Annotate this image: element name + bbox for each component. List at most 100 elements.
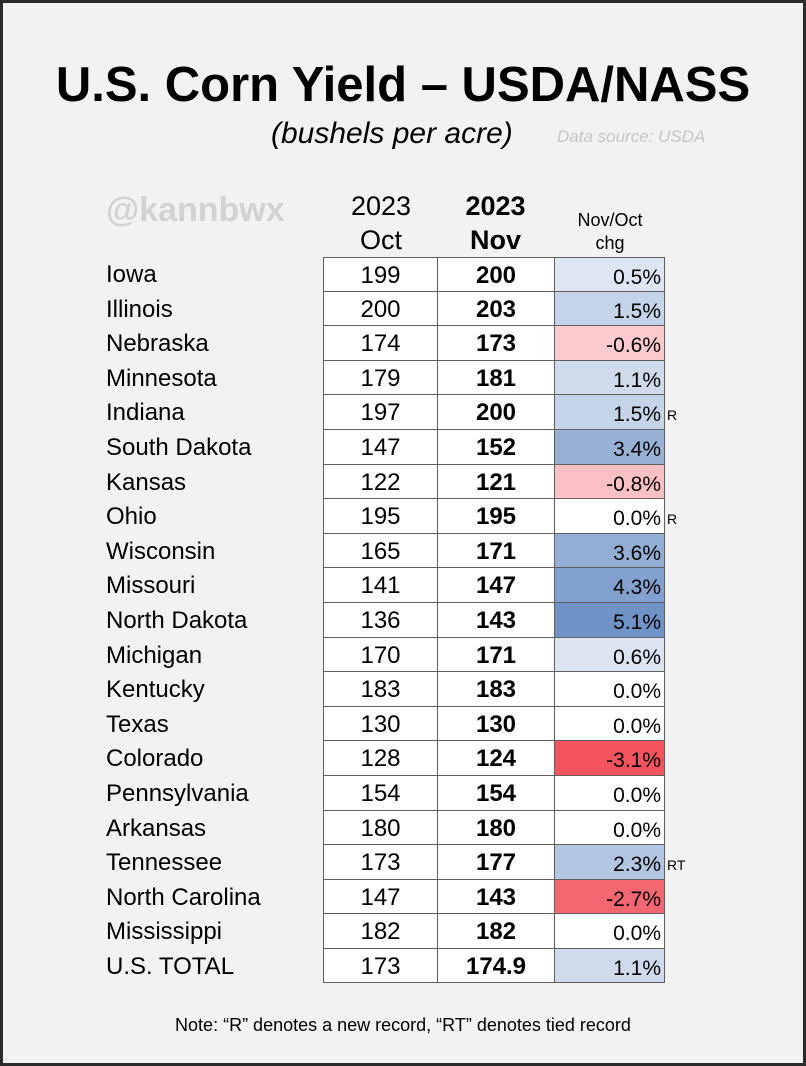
oct-yield-cell: 136	[323, 602, 438, 638]
oct-yield-cell: 154	[323, 775, 438, 811]
change-cell: -2.7%	[554, 879, 665, 915]
nov-yield-cell: 147	[437, 568, 555, 603]
nov-yield-cell: 177	[437, 845, 555, 880]
column-header-oct-month: Oct	[359, 225, 402, 255]
state-name: Kentucky	[106, 676, 205, 704]
table-row: Indiana 197 200 1.5% R	[3, 395, 803, 430]
change-cell: 0.0%	[554, 499, 665, 534]
change-cell: 5.1%	[554, 602, 665, 638]
column-header-nov: 2023 Nov	[438, 189, 553, 257]
oct-yield-cell: 141	[323, 568, 438, 603]
table-row: Tennessee 173 177 2.3% RT	[3, 845, 803, 880]
oct-yield-cell: 179	[323, 360, 438, 396]
change-cell: 0.0%	[554, 706, 665, 742]
state-name: Texas	[106, 710, 169, 738]
oct-yield-cell: 195	[323, 499, 438, 534]
state-name: Minnesota	[106, 364, 217, 392]
column-header-chg: Nov/Oct chg	[555, 209, 665, 255]
oct-yield-cell: 199	[323, 257, 438, 292]
table-row: North Carolina 147 143 -2.7%	[3, 879, 803, 915]
nov-yield-cell: 143	[437, 879, 555, 915]
oct-yield-cell: 200	[323, 291, 438, 327]
oct-yield-cell: 180	[323, 810, 438, 846]
column-header-oct-year: 2023	[350, 191, 412, 221]
oct-yield-cell: 174	[323, 326, 438, 361]
column-header-nov-month: Nov	[469, 225, 521, 255]
table-row: Kentucky 183 183 0.0%	[3, 672, 803, 707]
oct-yield-cell: 147	[323, 429, 438, 465]
change-cell: 3.4%	[554, 429, 665, 465]
author-handle: @kannbwx	[106, 191, 285, 229]
change-cell: 0.0%	[554, 810, 665, 846]
column-header-chg-line1: Nov/Oct	[577, 210, 643, 230]
chart-title: U.S. Corn Yield – USDA/NASS	[55, 58, 751, 112]
table-row: Minnesota 179 181 1.1%	[3, 360, 803, 396]
oct-yield-cell: 170	[323, 637, 438, 673]
table-row: Wisconsin 165 171 3.6%	[3, 533, 803, 569]
state-name: Wisconsin	[106, 537, 216, 565]
nov-yield-cell: 143	[437, 602, 555, 638]
oct-yield-cell: 165	[323, 533, 438, 569]
change-cell: 1.5%	[554, 291, 665, 327]
table-row: Texas 130 130 0.0%	[3, 706, 803, 742]
table-row: Iowa 199 200 0.5%	[3, 257, 803, 292]
record-mark: R	[667, 407, 678, 424]
table-row: Kansas 122 121 -0.8%	[3, 464, 803, 500]
change-cell: 1.5%	[554, 395, 665, 430]
change-cell: 0.0%	[554, 775, 665, 811]
change-cell: 3.6%	[554, 533, 665, 569]
change-cell: -0.6%	[554, 326, 665, 361]
table-row: Pennsylvania 154 154 0.0%	[3, 775, 803, 811]
table-row: U.S. TOTAL 173 174.9 1.1%	[3, 948, 803, 984]
change-cell: 0.0%	[554, 914, 665, 949]
table-row: South Dakota 147 152 3.4%	[3, 429, 803, 465]
table-row: Michigan 170 171 0.6%	[3, 637, 803, 673]
nov-yield-cell: 130	[437, 706, 555, 742]
nov-yield-cell: 180	[437, 810, 555, 846]
state-name: South Dakota	[106, 433, 252, 461]
change-cell: 1.1%	[554, 948, 665, 984]
table-row: Illinois 200 203 1.5%	[3, 291, 803, 327]
nov-yield-cell: 181	[437, 360, 555, 396]
state-name: Pennsylvania	[106, 779, 249, 807]
state-name: North Carolina	[106, 883, 261, 911]
nov-yield-cell: 203	[437, 291, 555, 327]
table-row: Mississippi 182 182 0.0%	[3, 914, 803, 949]
change-cell: -0.8%	[554, 464, 665, 500]
record-mark: RT	[667, 857, 686, 874]
state-name: Michigan	[106, 641, 203, 669]
table-row: Arkansas 180 180 0.0%	[3, 810, 803, 846]
oct-yield-cell: 122	[323, 464, 438, 500]
state-name: Iowa	[106, 261, 157, 288]
column-header-chg-line2: chg	[595, 233, 625, 253]
state-name: Tennessee	[106, 849, 223, 877]
nov-yield-cell: 154	[437, 775, 555, 811]
footnote: Note: “R” denotes a new record, “RT” den…	[175, 1015, 631, 1035]
oct-yield-cell: 182	[323, 914, 438, 949]
nov-yield-cell: 152	[437, 429, 555, 465]
table-row: Colorado 128 124 -3.1%	[3, 741, 803, 776]
change-cell: 2.3%	[554, 845, 665, 880]
state-name: Indiana	[106, 399, 185, 427]
change-cell: 4.3%	[554, 568, 665, 603]
column-header-oct: 2023 Oct	[325, 189, 437, 257]
nov-yield-cell: 195	[437, 499, 555, 534]
oct-yield-cell: 173	[323, 948, 438, 984]
nov-yield-cell: 124	[437, 741, 555, 776]
nov-yield-cell: 121	[437, 464, 555, 500]
table-row: Ohio 195 195 0.0% R	[3, 499, 803, 534]
nov-yield-cell: 171	[437, 533, 555, 569]
nov-yield-cell: 182	[437, 914, 555, 949]
oct-yield-cell: 147	[323, 879, 438, 915]
state-name: Illinois	[106, 295, 173, 323]
state-name: Ohio	[106, 503, 157, 531]
oct-yield-cell: 173	[323, 845, 438, 880]
change-cell: 1.1%	[554, 360, 665, 396]
nov-yield-cell: 200	[437, 395, 555, 430]
record-mark: R	[667, 511, 678, 528]
change-cell: 0.6%	[554, 637, 665, 673]
state-name: Missouri	[106, 572, 196, 600]
nov-yield-cell: 171	[437, 637, 555, 673]
oct-yield-cell: 197	[323, 395, 438, 430]
